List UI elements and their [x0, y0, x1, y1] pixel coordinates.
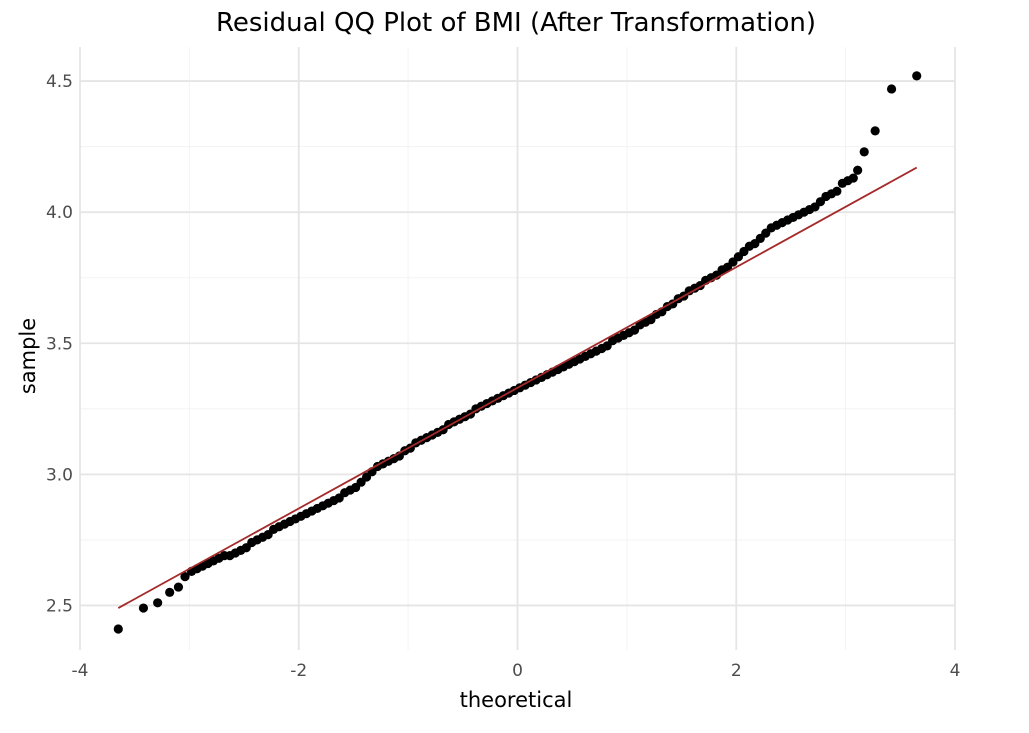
y-axis-ticks: 2.5 3.0 3.5 4.0 4.5 — [46, 72, 73, 616]
x-tick-label: 2 — [731, 661, 742, 681]
data-point — [165, 587, 175, 597]
data-point — [138, 603, 149, 613]
data-point — [832, 186, 842, 196]
y-axis-label: sample — [16, 318, 40, 394]
data-point — [113, 624, 123, 634]
data-point — [870, 126, 880, 136]
y-tick-label: 3.0 — [46, 465, 73, 485]
data-point — [853, 165, 863, 175]
data-point — [848, 173, 858, 183]
x-tick-label: -4 — [72, 661, 89, 681]
data-point — [886, 84, 897, 94]
data-point — [173, 582, 184, 592]
x-tick-label: 4 — [950, 661, 961, 681]
reference-line — [117, 166, 918, 609]
chart-title: Residual QQ Plot of BMI (After Transform… — [216, 8, 816, 38]
x-axis-ticks: -4 -2 0 2 4 — [72, 661, 961, 681]
y-tick-label: 3.5 — [46, 334, 73, 354]
data-point — [859, 147, 869, 157]
x-tick-label: 0 — [512, 661, 523, 681]
y-tick-label: 4.0 — [46, 203, 73, 223]
x-axis-label: theoretical — [460, 688, 573, 712]
y-tick-label: 4.5 — [46, 72, 73, 92]
data-point — [153, 598, 163, 608]
y-tick-label: 2.5 — [46, 596, 73, 616]
major-gridlines — [79, 47, 956, 650]
data-point — [912, 71, 922, 81]
data-point — [180, 571, 190, 582]
x-tick-label: -2 — [290, 661, 307, 681]
